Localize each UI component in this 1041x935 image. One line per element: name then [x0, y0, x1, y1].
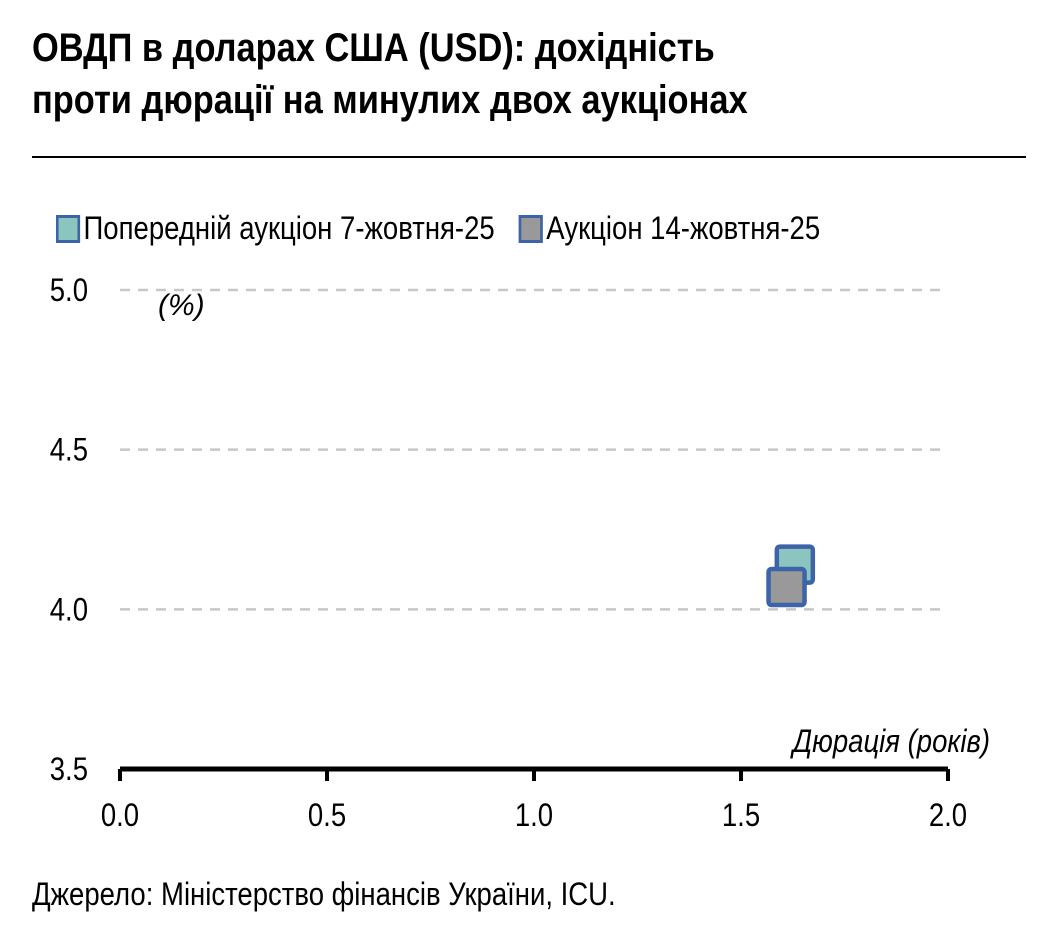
x-tick-label: 0.5	[308, 798, 346, 833]
source-note: Джерело: Міністерство фінансів України, …	[32, 876, 616, 912]
legend: Попередній аукціон 7-жовтня-25 Аукціон 1…	[56, 210, 844, 247]
y-tick-label: 4.0	[50, 592, 88, 627]
y-tick-label: 3.5	[50, 752, 88, 787]
title-line-2: проти дюрації на минулих двох аукціонах	[32, 78, 748, 122]
data-point-current	[766, 566, 807, 608]
x-tick-label: 1.5	[722, 798, 760, 833]
x-tick-label: 1.0	[515, 798, 553, 833]
x-axis-label: Дюрація (років)	[790, 724, 990, 759]
y-tick-label: 4.5	[50, 433, 88, 468]
chart-title: ОВДП в доларах США (USD): дохідність про…	[32, 22, 883, 126]
x-tick-label: 2.0	[929, 798, 967, 833]
legend-label-previous: Попередній аукціон 7-жовтня-25	[83, 210, 495, 246]
title-line-1: ОВДП в доларах США (USD): дохідність	[32, 26, 715, 70]
legend-swatch-current	[518, 214, 543, 243]
title-divider	[32, 156, 1026, 158]
y-tick-label: 5.0	[50, 273, 88, 308]
legend-item-current: Аукціон 14-жовтня-25	[518, 210, 821, 247]
x-tick-label: 0.0	[101, 798, 139, 833]
legend-item-previous: Попередній аукціон 7-жовтня-25	[56, 210, 495, 247]
legend-label-current: Аукціон 14-жовтня-25	[546, 210, 821, 246]
legend-swatch-previous	[56, 214, 81, 243]
y-axis-label: (%)	[158, 289, 205, 322]
